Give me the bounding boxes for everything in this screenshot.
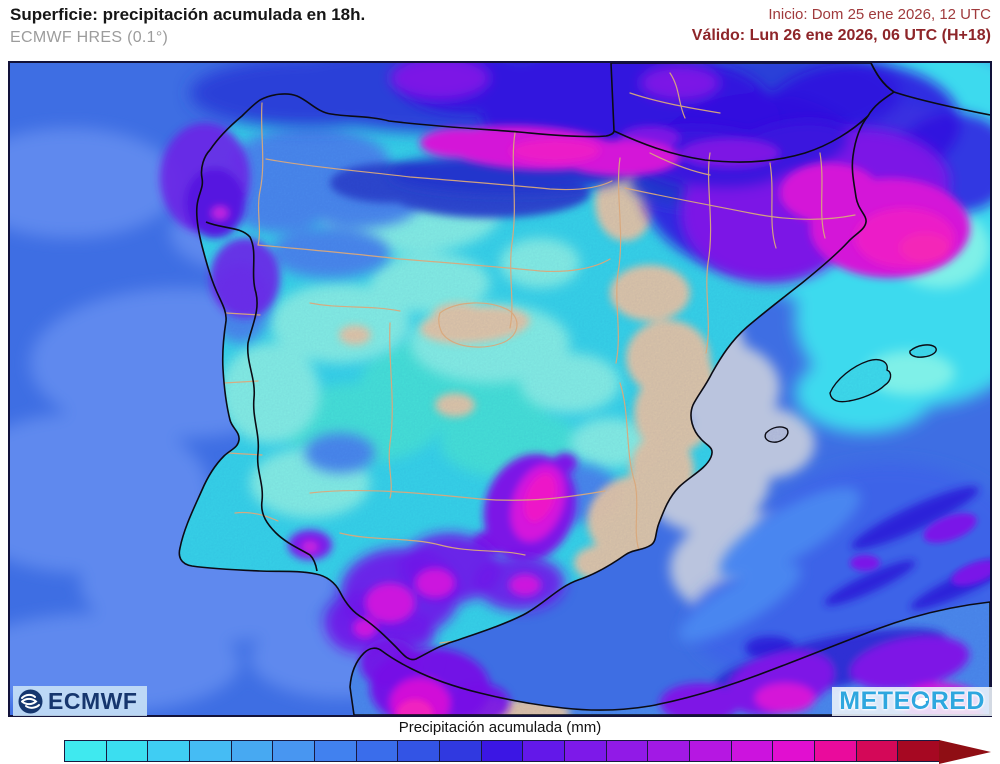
legend-color-cell	[314, 740, 357, 762]
meteored-cloud-o-icon: O	[910, 687, 931, 715]
legend-color-cell	[647, 740, 691, 762]
legend-color-cell	[480, 740, 524, 762]
map-image	[10, 63, 990, 715]
legend-color-cell	[689, 740, 732, 762]
legend-color-cell	[355, 740, 399, 762]
model-subtitle: ECMWF HRES (0.1°)	[10, 29, 169, 46]
legend-colorbar	[64, 740, 941, 762]
run-init-label: Inicio: Dom 25 ene 2026, 12 UTC	[768, 6, 991, 23]
ecmwf-logo-text: ECMWF	[48, 687, 138, 714]
legend-color-cell	[272, 740, 316, 762]
meteored-text-left: METE	[839, 687, 911, 715]
legend-color-cell	[439, 740, 482, 762]
legend-color-cell	[522, 740, 566, 762]
legend-color-cell	[897, 740, 941, 762]
legend-color-cell	[564, 740, 607, 762]
legend-color-cell	[230, 740, 274, 762]
legend-color-cell	[605, 740, 649, 762]
legend-color-cell	[189, 740, 232, 762]
precipitation-map	[8, 61, 992, 717]
valid-time-label: Válido: Lun 26 ene 2026, 06 UTC (H+18)	[691, 27, 991, 44]
legend-color-cell	[772, 740, 816, 762]
legend-color-cell	[814, 740, 857, 762]
legend-color-cell	[397, 740, 441, 762]
ecmwf-logo: ECMWF	[13, 686, 148, 716]
legend-colorbar-arrow	[939, 740, 991, 764]
legend-color-cell	[855, 740, 899, 762]
page-title: Superficie: precipitación acumulada en 1…	[10, 5, 366, 24]
ecmwf-logo-icon	[18, 689, 43, 713]
meteored-text-right: RED	[930, 687, 985, 715]
legend-color-cell	[147, 740, 191, 762]
legend-color-cell	[730, 740, 774, 762]
legend-color-cell	[64, 740, 107, 762]
legend-color-cell	[105, 740, 149, 762]
legend-title: Precipitación acumulada (mm)	[0, 717, 1000, 740]
meteored-logo: METE O RED	[832, 687, 992, 716]
